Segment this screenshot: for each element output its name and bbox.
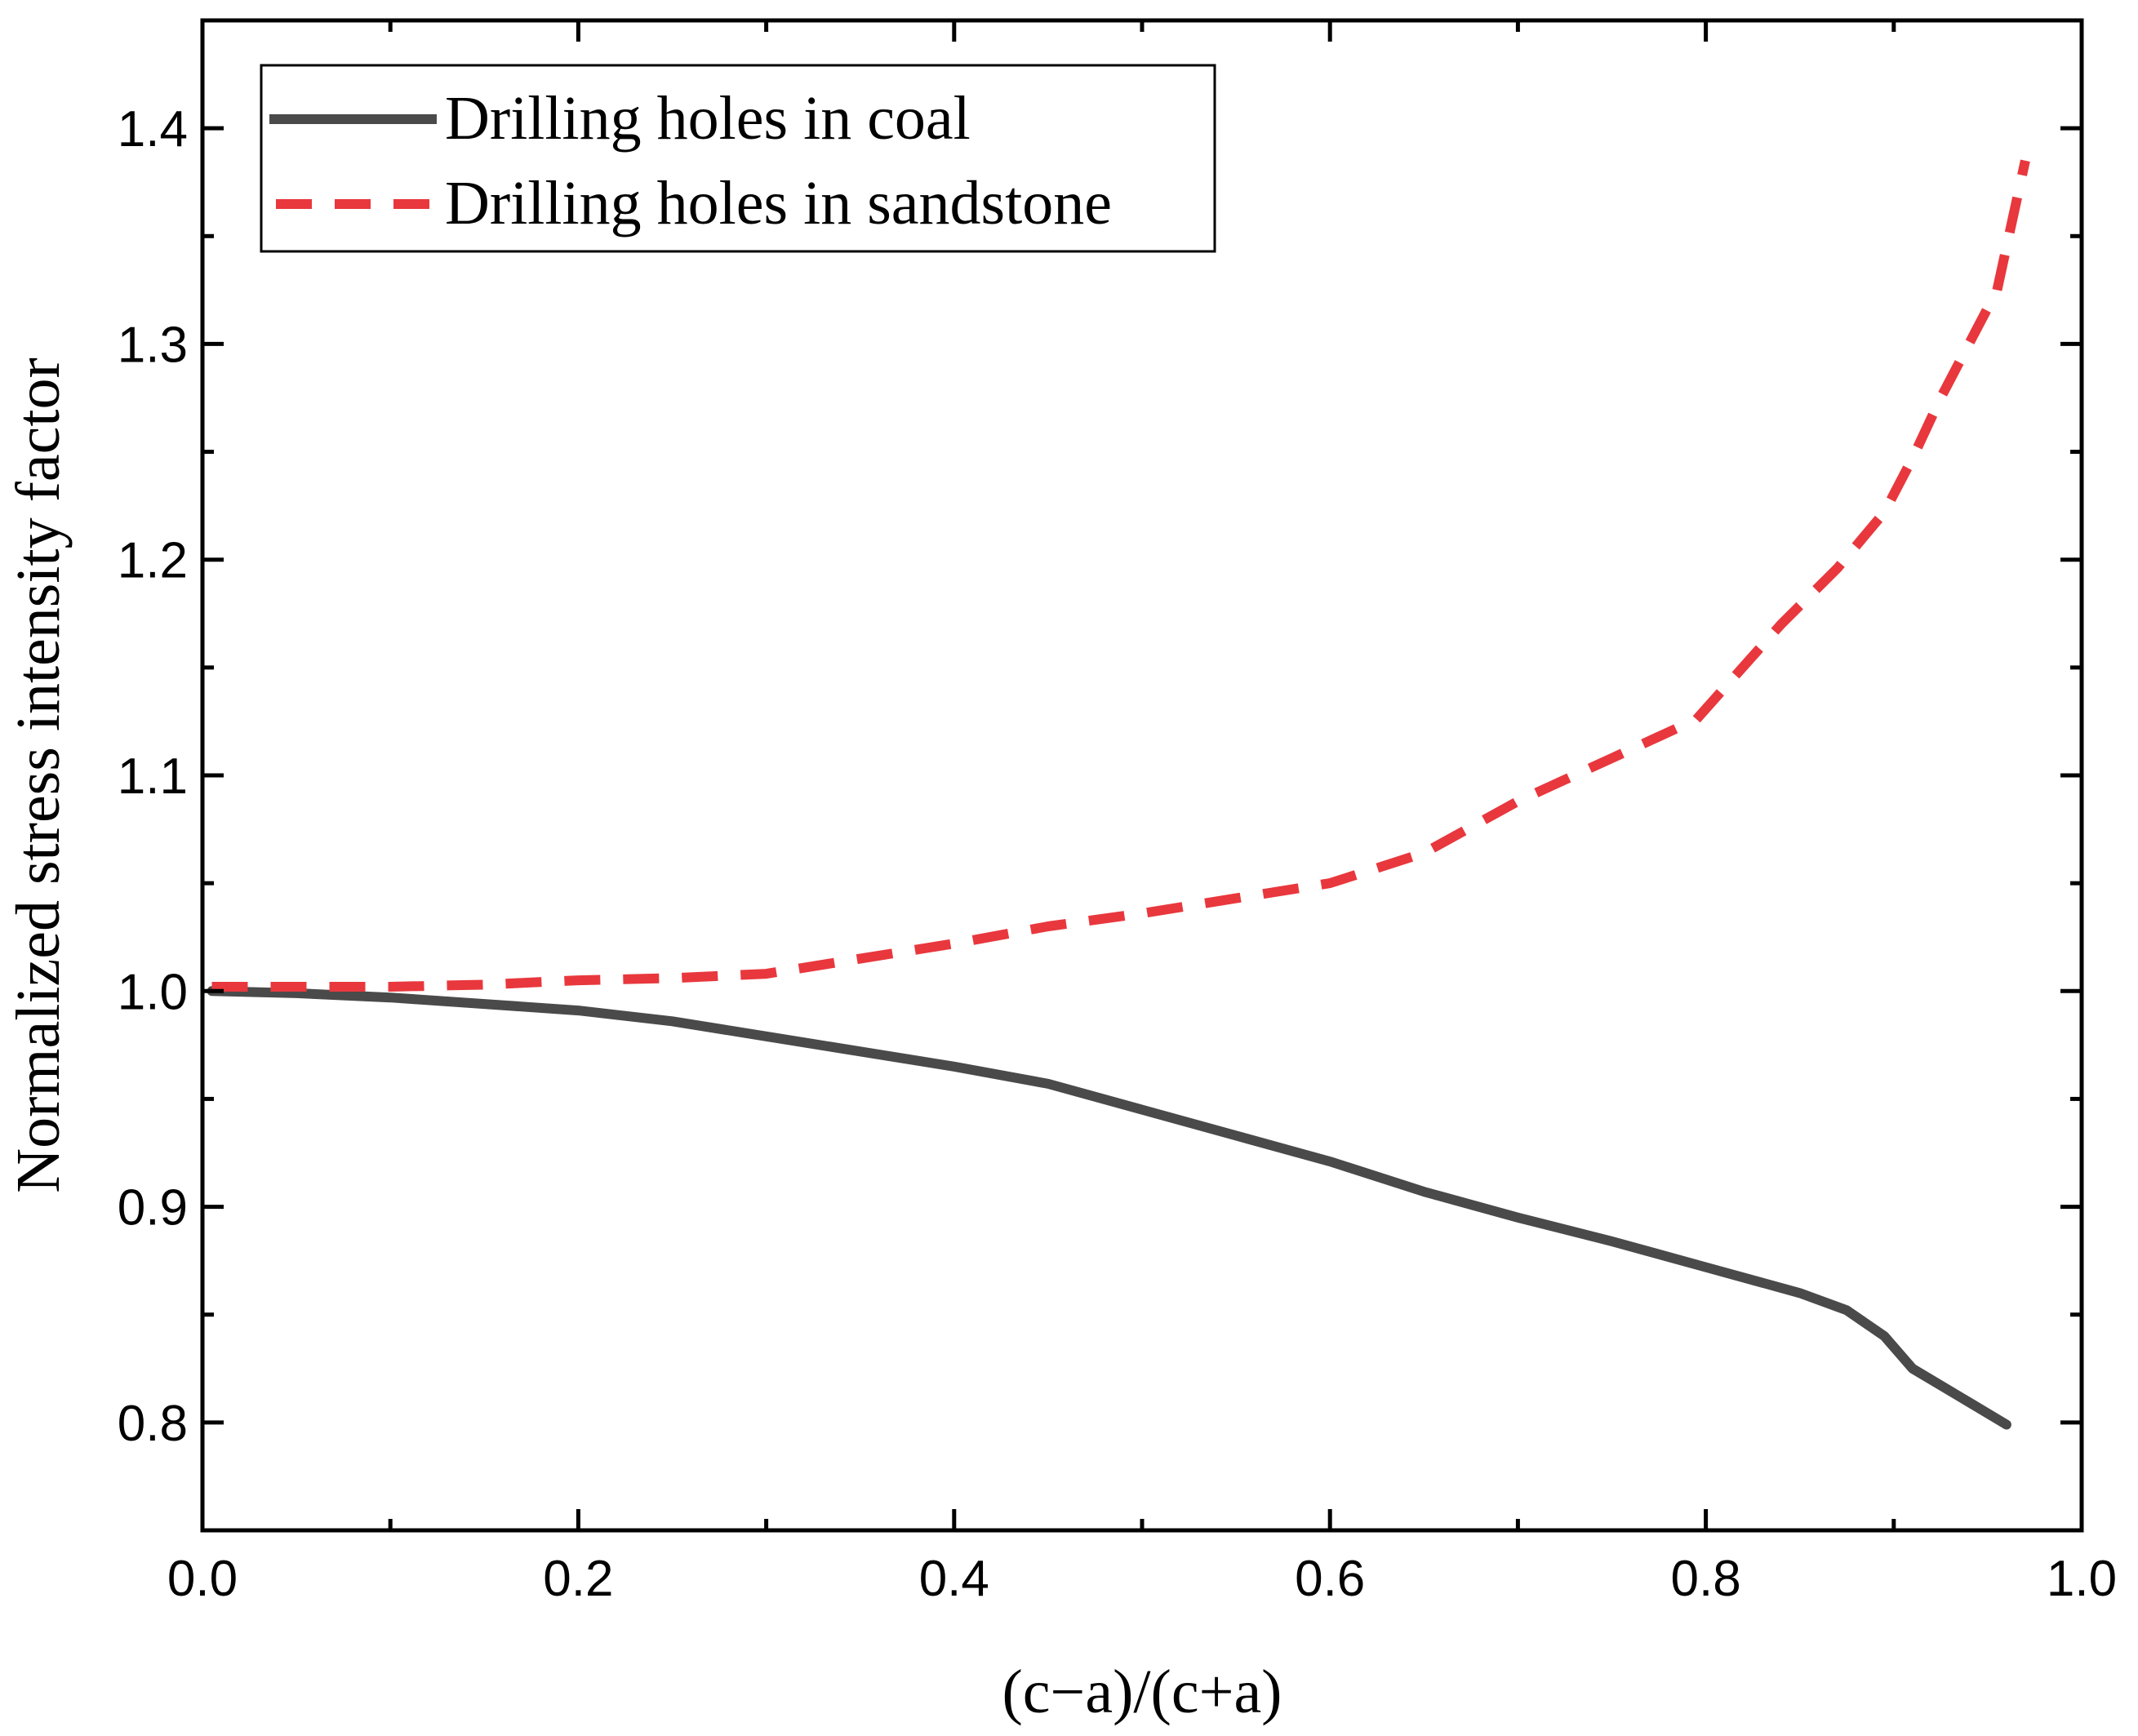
y-tick-label: 1.0 [118,964,188,1020]
series-line-sandstone [211,159,2030,992]
y-tick-label: 1.3 [118,317,188,373]
y-tick-label: 0.8 [118,1396,188,1452]
series-group [207,159,2030,1430]
y-tick-label: 1.1 [118,748,188,805]
x-tick-label: 0.4 [919,1551,989,1607]
legend-box [260,64,1216,253]
legend-label-sandstone: Drilling holes in sandstone [445,169,1112,238]
x-tick-label: 1.0 [2047,1551,2117,1607]
x-tick-label: 0.0 [167,1551,238,1607]
y-tick-label: 1.2 [118,533,188,589]
x-axis-title: (c−a)/(c+a) [1002,1658,1282,1726]
series-line-coal [207,986,2011,1430]
x-tick-label: 0.8 [1670,1551,1740,1607]
axis-tick-labels: 0.0 0.2 0.4 0.6 0.8 1.0 0.8 0.9 1.0 1.1 1.2 1.3 1.4 [118,101,2117,1607]
y-tick-label: 1.4 [118,101,188,158]
y-tick-label: 0.9 [118,1180,188,1237]
x-tick-label: 0.6 [1295,1551,1365,1607]
legend-label-coal: Drilling holes in coal [445,84,971,153]
y-axis-title: Normalized stress intensity factor [4,357,73,1193]
legend: Drilling holes in coal Drilling holes in… [260,64,1216,253]
axis-ticks [200,18,2084,1533]
x-tick-label: 0.2 [543,1551,613,1607]
